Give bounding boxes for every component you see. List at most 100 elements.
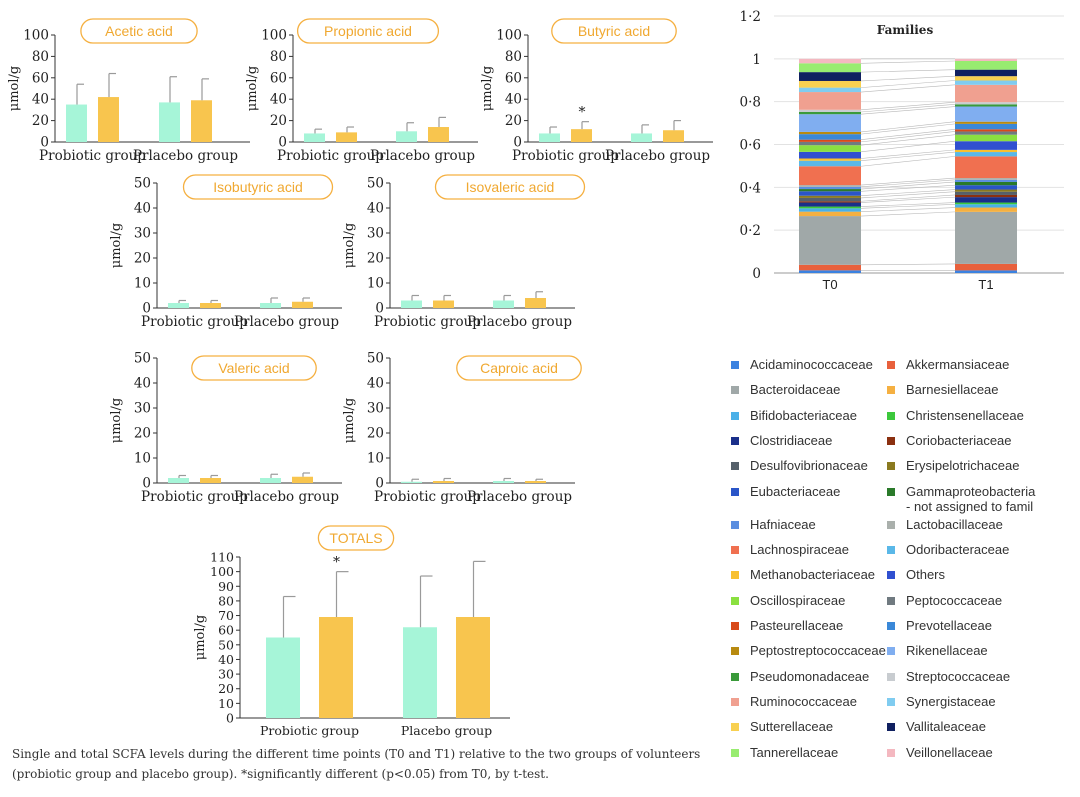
- connector-line: [860, 69, 956, 73]
- chart-title-pill: [80, 18, 198, 44]
- connector-line: [860, 84, 956, 93]
- stack-segment: [955, 106, 1017, 122]
- stack-segment: [799, 191, 861, 196]
- connector-line: [860, 156, 956, 167]
- legend-label: Tannerellaceae: [750, 744, 839, 760]
- bar: [159, 102, 180, 142]
- y-tick-label: 20: [367, 426, 384, 442]
- stack-segment: [955, 178, 1017, 180]
- connector-line: [860, 75, 956, 82]
- y-tick-label: 40: [134, 376, 151, 392]
- stack-segment: [799, 131, 861, 135]
- stack-segment: [799, 72, 861, 81]
- connector-line: [860, 194, 956, 202]
- category-label: Probiotic group: [512, 148, 619, 164]
- legend-label: Clostridiaceae: [750, 432, 833, 448]
- stack-segment: [955, 181, 1017, 186]
- y-tick-label: 80: [218, 593, 234, 608]
- y-tick-label: 50: [367, 176, 384, 192]
- legend-item: Peptococcaceae: [887, 593, 1002, 608]
- legend-item: Pasteurellaceae: [731, 618, 843, 633]
- y-tick-label: 10: [134, 451, 151, 467]
- y-tick-label: 30: [367, 226, 384, 242]
- legend-label: Lactobacillaceae: [906, 516, 1003, 532]
- legend-item: Desulfovibrionaceae: [731, 458, 868, 473]
- stack-segment: [799, 264, 861, 271]
- legend-item: Oscillospiraceae: [731, 593, 845, 608]
- bar: [260, 303, 281, 308]
- category-label: Probiotic group: [39, 148, 146, 164]
- connector-line: [860, 104, 956, 113]
- legend-swatch: [887, 386, 895, 395]
- bar: [336, 132, 357, 142]
- stack-segment: [799, 92, 861, 110]
- connector-line: [860, 140, 956, 153]
- category-label: Probiotic group: [374, 314, 481, 330]
- legend-label: Methanobacteriaceae: [750, 567, 876, 583]
- legend-label: Akkermansiaceae: [906, 357, 1010, 372]
- stack-segment: [955, 84, 1017, 103]
- stack-segment: [955, 149, 1017, 153]
- category-label: Probiotic group: [374, 489, 481, 505]
- stack-segment: [799, 141, 861, 146]
- legend-item: Prevotellaceae: [887, 618, 992, 633]
- y-tick-label: 30: [134, 401, 151, 417]
- y-tick-label: 60: [218, 623, 234, 638]
- chart-title-pill: [296, 18, 440, 44]
- y-tick-label: 20: [218, 681, 234, 696]
- bar: [401, 481, 422, 483]
- stack-segment: [955, 102, 1017, 105]
- significance-mark: *: [579, 105, 586, 121]
- connector-line: [860, 203, 956, 209]
- y-tick-label: 30: [218, 667, 234, 682]
- chart-propionic-acid: 0 20 40 60 80 100 μmol/g Probiotic groupPrlaceb…: [245, 18, 478, 164]
- stack-segment: [799, 166, 861, 186]
- bar: [433, 300, 454, 308]
- bar: [200, 478, 221, 483]
- legend-item: Ruminococcaceae: [731, 694, 857, 709]
- stack-segment: [799, 189, 861, 192]
- legend-swatch: [731, 748, 739, 757]
- stack-segment: [955, 152, 1017, 157]
- legend-label: Lachnospiraceae: [750, 542, 850, 558]
- legend-label: Pseudomonadaceae: [750, 668, 870, 684]
- stack-segment: [799, 186, 861, 190]
- stack-segment: [799, 160, 861, 167]
- stack-segment: [799, 197, 861, 202]
- connector-line: [860, 177, 956, 186]
- legend-label: Sutterellaceae: [750, 719, 834, 735]
- connector-line: [860, 202, 956, 207]
- category-label: Prlacebo group: [370, 148, 475, 164]
- chart-isovaleric-acid: 0 10 20 30 40 50 μmol/g Probiotic groupPrlacebo…: [342, 174, 586, 330]
- stack-segment: [799, 80, 861, 88]
- stack-segment: [955, 204, 1017, 208]
- legend-item: Coriobacteriaceae: [887, 433, 1012, 448]
- bar: [396, 131, 417, 142]
- legend-item: Methanobacteriaceae: [731, 567, 875, 582]
- stack-segment: [955, 76, 1017, 81]
- connector-line: [860, 263, 956, 266]
- bar: [456, 617, 490, 718]
- stack-segment: [799, 158, 861, 161]
- y-tick-label: 20: [505, 113, 522, 129]
- legend-label: Streptococcaceae: [906, 668, 1011, 684]
- bar: [525, 481, 546, 483]
- legend-label: Others: [906, 567, 946, 583]
- connector-line: [860, 189, 956, 197]
- category-label: Prlacebo group: [234, 489, 339, 505]
- chart-butyric-acid: 0 20 40 60 80 100 μmol/g * Probiotic groupPrlace…: [480, 18, 713, 164]
- stack-segment: [955, 134, 1017, 142]
- bar: [200, 303, 221, 308]
- legend-swatch: [731, 622, 739, 630]
- y-tick-label: 20: [134, 251, 151, 267]
- chart-title-pill: [191, 355, 317, 381]
- legend-item: Vallitaleaceae: [887, 719, 986, 734]
- stack-segment: [799, 195, 861, 198]
- connector-line: [860, 184, 956, 192]
- y-tick-label: 20: [367, 251, 384, 267]
- stack-segment: [799, 63, 861, 73]
- stack-segment: [955, 104, 1017, 107]
- legend-swatch: [887, 647, 895, 656]
- legend-swatch: [731, 487, 739, 496]
- bar: [539, 133, 560, 142]
